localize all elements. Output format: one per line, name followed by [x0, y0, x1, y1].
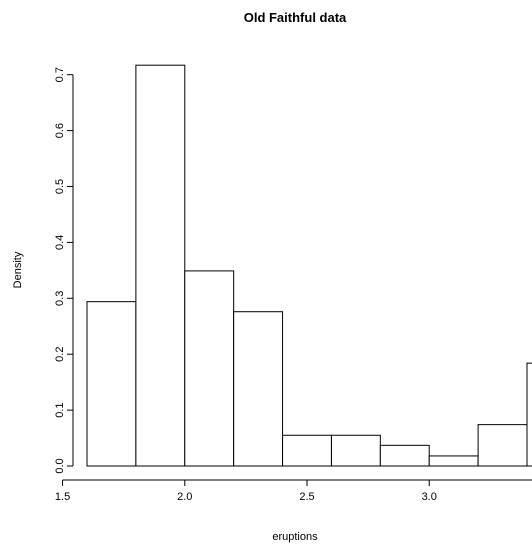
y-tick-label: 0.7 [54, 67, 66, 82]
x-tick-label: 2.5 [299, 491, 314, 503]
y-tick-label: 0.1 [54, 402, 66, 417]
y-tick-label: 0.0 [54, 458, 66, 473]
histogram-bar [184, 270, 235, 467]
histogram-bar [282, 434, 332, 467]
x-axis-label: eruptions [272, 531, 318, 543]
x-tick-label: 2.0 [177, 491, 192, 503]
y-tick-label: 0.2 [54, 347, 66, 362]
histogram-bar [526, 362, 532, 467]
histogram-bar [428, 455, 479, 467]
histogram-bar [86, 301, 137, 467]
histogram-bar [379, 444, 430, 467]
histogram-bar [477, 424, 528, 467]
y-tick-label: 0.5 [54, 179, 66, 194]
y-tick-label: 0.6 [54, 123, 66, 138]
x-tick-label: 1.5 [55, 491, 70, 503]
y-tick-label: 0.4 [54, 235, 66, 250]
y-axis-label: Density [12, 251, 24, 288]
x-axis: 1.52.02.53.03.54.04.55.0 [55, 479, 532, 503]
y-tick-label: 0.3 [54, 291, 66, 306]
histogram-bar [135, 64, 186, 467]
x-tick-label: 3.0 [422, 491, 437, 503]
y-axis: 0.0 0.1 0.2 0.3 0.4 0.5 0.6 0.7 [54, 67, 74, 474]
histogram-bar [330, 434, 381, 467]
histogram-bars [86, 64, 532, 467]
chart-title: Old Faithful data [244, 10, 347, 25]
histogram-bar [233, 311, 284, 467]
